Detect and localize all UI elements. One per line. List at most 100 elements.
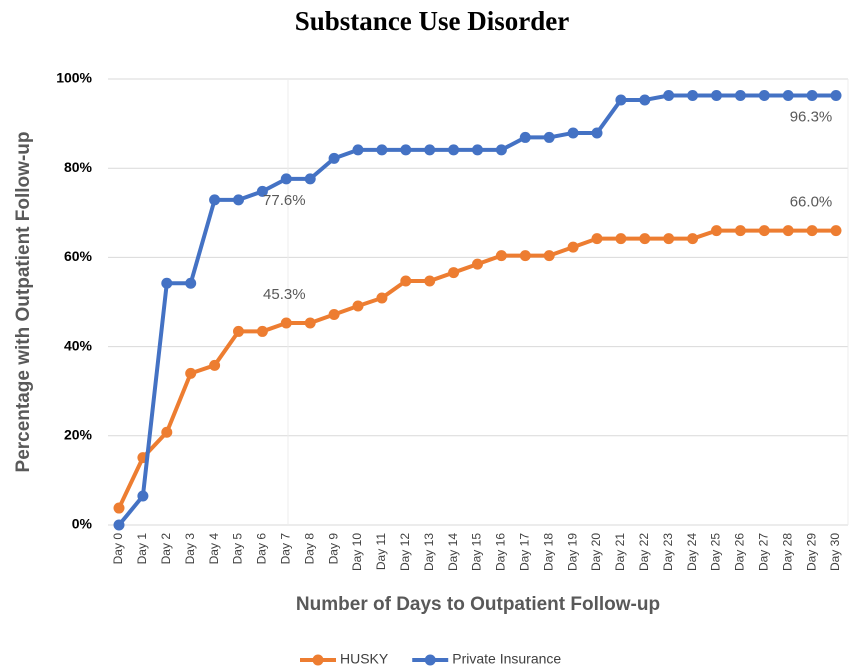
x-tick-label: Day 3 — [183, 533, 197, 565]
data-point — [137, 490, 149, 502]
data-point — [782, 225, 794, 237]
x-tick-label: Day 27 — [756, 533, 770, 571]
data-point — [304, 173, 316, 185]
data-label: 66.0% — [790, 194, 833, 211]
data-point — [734, 90, 746, 102]
series-line — [117, 93, 836, 527]
y-tick-label: 40% — [64, 337, 93, 353]
data-point — [113, 502, 125, 514]
chart-title: Substance Use Disorder — [295, 6, 570, 36]
y-axis-title: Percentage with Outpatient Follow-up — [13, 132, 34, 473]
y-tick-label: 20% — [64, 427, 93, 443]
x-tick-label: Day 2 — [159, 533, 173, 565]
x-tick-label: Day 15 — [470, 533, 484, 571]
series-line — [117, 228, 836, 509]
x-tick-label: Day 30 — [828, 533, 842, 571]
data-point — [233, 325, 244, 337]
data-point — [782, 90, 794, 102]
data-point — [280, 173, 292, 185]
legend-marker — [424, 654, 436, 666]
x-tick-label: Day 18 — [541, 533, 555, 571]
data-point — [615, 94, 627, 106]
data-point — [567, 127, 579, 139]
x-tick-label: Day 21 — [613, 533, 627, 571]
legend: HUSKY Private Insurance — [300, 651, 561, 667]
data-point — [376, 144, 388, 156]
data-point — [376, 292, 388, 304]
x-tick-label: Day 13 — [422, 533, 436, 571]
legend-label: Private Insurance — [452, 651, 561, 667]
data-point — [424, 275, 436, 287]
x-tick-label: Day 28 — [780, 533, 794, 571]
data-point — [519, 250, 531, 262]
x-tick-label: Day 1 — [135, 533, 149, 565]
data-point — [806, 225, 818, 237]
data-point — [615, 233, 627, 245]
x-tick-label: Day 10 — [350, 533, 364, 571]
legend-label: HUSKY — [340, 651, 389, 667]
data-point — [161, 277, 173, 289]
data-point — [256, 325, 268, 337]
x-tick-label: Day 0 — [111, 533, 125, 565]
data-point — [256, 185, 268, 197]
x-tick-label: Day 20 — [589, 533, 603, 571]
data-point — [472, 144, 483, 156]
data-point — [591, 127, 603, 139]
x-tick-label: Day 29 — [804, 533, 818, 571]
data-point — [280, 317, 292, 329]
y-tick-label: 100% — [56, 70, 92, 86]
x-tick-label: Day 7 — [278, 533, 292, 565]
data-point — [687, 233, 699, 245]
data-point — [400, 275, 412, 287]
x-tick-label: Day 16 — [494, 533, 508, 571]
data-point — [711, 90, 722, 102]
data-point — [448, 144, 460, 156]
x-tick-label: Day 25 — [709, 533, 723, 571]
data-point — [758, 225, 770, 237]
data-point — [209, 359, 221, 371]
data-point — [352, 144, 364, 156]
data-point — [233, 194, 244, 206]
x-tick-label: Day 5 — [231, 533, 245, 565]
data-point — [400, 144, 412, 156]
x-axis-title: Number of Days to Outpatient Follow-up — [296, 594, 660, 615]
data-point — [806, 90, 818, 102]
data-point — [328, 152, 340, 164]
x-tick-label: Day 6 — [255, 533, 269, 565]
data-point — [113, 519, 125, 531]
data-point — [591, 233, 603, 245]
data-point — [185, 277, 197, 289]
x-tick-label: Day 11 — [374, 533, 388, 570]
data-point — [543, 131, 555, 143]
data-point — [711, 225, 722, 237]
x-tick-label: Day 23 — [661, 533, 675, 571]
x-tick-label: Day 26 — [733, 533, 747, 571]
x-tick-label: Day 12 — [398, 533, 412, 571]
legend-marker — [312, 654, 324, 666]
data-point — [495, 144, 507, 156]
data-point — [830, 225, 842, 237]
data-point — [663, 90, 675, 102]
data-point — [734, 225, 746, 237]
x-tick-label: Day 17 — [517, 533, 531, 571]
data-point — [758, 90, 770, 102]
data-point — [209, 194, 221, 206]
data-point — [352, 300, 364, 312]
data-point — [567, 241, 579, 253]
x-tick-label: Day 14 — [446, 533, 460, 571]
x-tick-label: Day 4 — [207, 533, 221, 565]
data-label: 77.6% — [263, 192, 306, 209]
data-point — [830, 90, 842, 102]
data-point — [328, 308, 340, 320]
data-point — [495, 250, 507, 262]
x-tick-label: Day 24 — [685, 533, 699, 571]
x-tick-label: Day 19 — [565, 533, 579, 571]
x-tick-label: Day 8 — [302, 533, 316, 565]
data-point — [639, 94, 651, 106]
data-label: 45.3% — [263, 286, 306, 303]
data-point — [543, 250, 555, 262]
data-point — [519, 131, 531, 143]
data-point — [185, 367, 197, 379]
y-tick-label: 60% — [64, 248, 93, 264]
